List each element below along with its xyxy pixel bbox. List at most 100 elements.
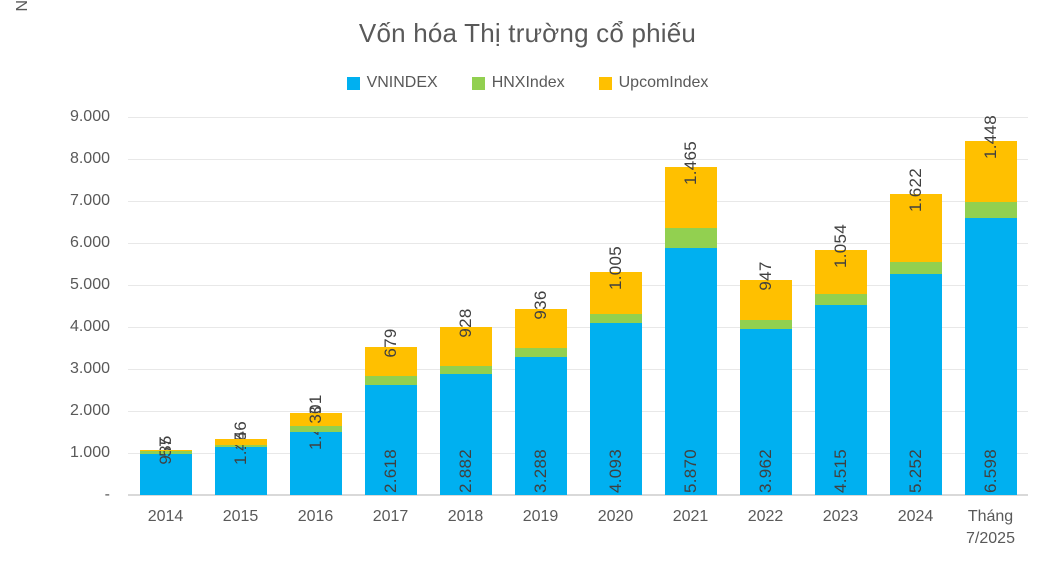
gridline [128, 369, 1028, 370]
legend-item-hnxindex[interactable]: HNXIndex [471, 74, 565, 92]
y-axis-tick-label: 4.000 [69, 318, 110, 335]
bar-segment-hnxindex[interactable] [964, 201, 1017, 218]
bar-value-label: 3.962 [755, 448, 775, 494]
y-axis-tick-label: 9.000 [69, 108, 110, 125]
bar-value-label: 6.598 [980, 448, 1000, 494]
bar-segment-upcomindex[interactable]: 928 [439, 308, 492, 366]
bar-segment-hnxindex[interactable] [514, 348, 567, 357]
bar-value-label: 1.622 [905, 168, 925, 213]
chart-legend: VNINDEX HNXIndex UpcomIndex [0, 74, 1055, 92]
bar-segment-vnindex[interactable]: 3.962 [739, 328, 792, 495]
bar-segment-hnxindex[interactable] [739, 319, 792, 329]
bar-group[interactable]: 98557 [139, 435, 192, 495]
x-axis-tick-label: 2020 [597, 508, 634, 525]
bar-group[interactable]: 3.962 947 [739, 261, 792, 495]
y-axis-tick-label: 5.000 [69, 276, 110, 293]
bar-segment-upcomindex[interactable]: 1.448 [964, 115, 1017, 202]
bar-group[interactable]: 2.618 679 [364, 329, 417, 495]
y-axis-tick-label: 7.000 [69, 192, 110, 209]
bar-value-label: 1.448 [980, 115, 1000, 160]
bar-group[interactable]: 5.870 1.465 [664, 141, 717, 495]
y-axis-tick-label: 2.000 [69, 402, 110, 419]
x-axis-tick-label: 2014 [147, 508, 184, 525]
bar-group[interactable]: 3.288 936 [514, 290, 567, 495]
bar-segment-upcomindex[interactable] [139, 449, 192, 452]
axis-baseline [128, 494, 1028, 496]
x-axis-tick-label: 2024 [897, 508, 934, 525]
legend-item-label: UpcomIndex [618, 74, 709, 91]
bar-value-label: 1.465 [680, 140, 700, 185]
bar-segment-hnxindex[interactable] [664, 228, 717, 249]
bar-segment-vnindex[interactable]: 1.146 [214, 421, 267, 495]
bar-value-label: 947 [755, 261, 775, 291]
bar-segment-vnindex[interactable]: 4.515 [814, 305, 867, 495]
bar-segment-vnindex[interactable]: 5.252 [889, 274, 942, 495]
bar-value-label: 1.005 [605, 245, 625, 290]
x-axis-tick-label: 2019 [522, 508, 559, 525]
x-axis-tick-label: 2015 [222, 508, 259, 525]
bar-value-label: 2.618 [380, 448, 400, 494]
bar-segment-hnxindex[interactable] [289, 426, 342, 433]
bar-segment-hnxindex[interactable] [589, 313, 642, 324]
gridline [128, 285, 1028, 286]
gridline [128, 411, 1028, 412]
bar-group[interactable]: 4.093 1.005 [589, 246, 642, 495]
bar-group[interactable]: 4.515 1.054 [814, 224, 867, 495]
bar-segment-vnindex[interactable]: 1.493 [289, 406, 342, 495]
x-axis-tick-label: Tháng 7/2025 [966, 508, 1015, 547]
bar-segment-hnxindex[interactable] [889, 262, 942, 275]
bar-group[interactable]: 1.493301 [289, 395, 342, 495]
bar-value-label: 5.252 [905, 448, 925, 494]
legend-swatch-icon [598, 76, 612, 90]
legend-item-upcomindex[interactable]: UpcomIndex [598, 74, 709, 92]
bar-segment-upcomindex[interactable]: 301 [289, 395, 342, 426]
bar-segment-hnxindex[interactable] [814, 294, 867, 306]
bar-segment-upcomindex[interactable] [214, 438, 267, 445]
bar-segment-upcomindex[interactable]: 1.465 [664, 141, 717, 229]
bar-segment-hnxindex[interactable]: 45 [214, 431, 267, 451]
bar-group[interactable]: 6.598 1.448 [964, 115, 1017, 495]
bar-segment-vnindex[interactable]: 985 [139, 435, 192, 495]
bar-segment-upcomindex[interactable]: 679 [364, 329, 417, 376]
bar-segment-upcomindex[interactable]: 947 [739, 261, 792, 320]
x-axis-tick-labels: 2014 2015 2016 2017 2018 2019 2020 2021 2022 2023… [128, 500, 1028, 566]
x-axis-tick-label: 2016 [297, 508, 334, 525]
bar-value-label: 301 [305, 394, 325, 424]
bar-group[interactable]: 1.14645 [214, 421, 267, 495]
bar-segment-upcomindex[interactable]: 936 [514, 290, 567, 349]
gridline [128, 327, 1028, 328]
legend-swatch-icon [471, 76, 485, 90]
bar-group[interactable]: 5.252 1.622 [889, 168, 942, 495]
bar-segment-vnindex[interactable]: 2.882 [439, 373, 492, 495]
bar-value-label: 4.515 [830, 448, 850, 494]
chart-title: Vốn hóa Thị trường cổ phiếu [358, 18, 697, 48]
x-axis-tick-label: 2021 [672, 508, 709, 525]
bar-segment-upcomindex[interactable]: 1.005 [589, 246, 642, 314]
y-axis-tick-label: 3.000 [69, 360, 110, 377]
x-axis-tick-label: 2022 [747, 508, 784, 525]
plot-area: 98557 1.14645 1.493301 2.618 679 2.882 928 3.28… [128, 115, 1028, 496]
bar-group[interactable]: 2.882 928 [439, 308, 492, 495]
bar-segment-vnindex[interactable]: 3.288 [514, 356, 567, 495]
bar-segment-hnxindex[interactable] [364, 375, 417, 386]
gridline [128, 201, 1028, 202]
gridline [128, 159, 1028, 160]
gridline [128, 453, 1028, 454]
gridline [128, 243, 1028, 244]
bar-value-label: 5.870 [680, 448, 700, 494]
bar-segment-vnindex[interactable]: 5.870 [664, 248, 717, 495]
bar-segment-upcomindex[interactable]: 1.054 [814, 224, 867, 295]
y-axis-tick-label: 6.000 [69, 234, 110, 251]
bar-value-label: 57 [155, 437, 175, 457]
legend-item-vnindex[interactable]: VNINDEX [346, 74, 438, 92]
bar-segment-vnindex[interactable]: 2.618 [364, 385, 417, 495]
bar-segment-vnindex[interactable]: 4.093 [589, 323, 642, 495]
bar-value-label: 1.054 [830, 224, 850, 269]
bar-segment-hnxindex[interactable]: 57 [139, 437, 192, 457]
bar-value-label: 3.288 [530, 448, 550, 494]
bar-segment-hnxindex[interactable] [439, 366, 492, 374]
bar-segment-vnindex[interactable]: 6.598 [964, 217, 1017, 495]
bar-segment-upcomindex[interactable]: 1.622 [889, 168, 942, 263]
bar-value-label: 679 [380, 328, 400, 358]
